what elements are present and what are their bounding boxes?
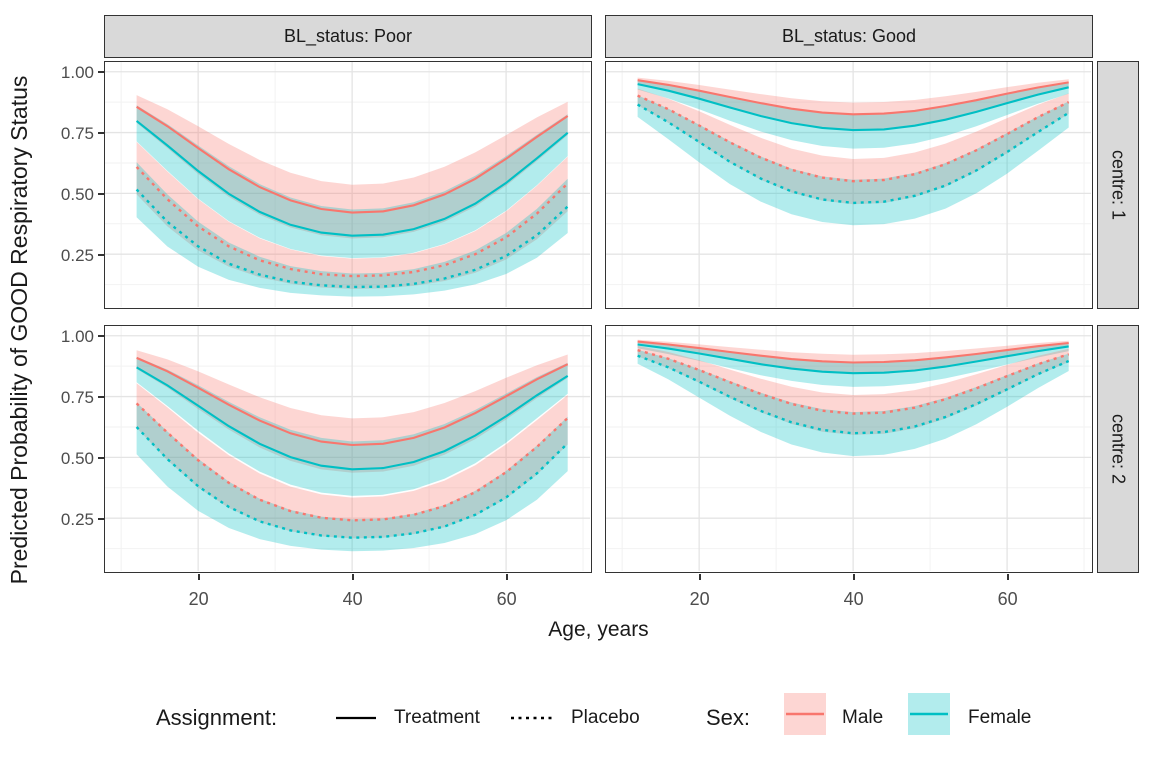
line-female-treatment [135,120,569,237]
line-male-treatment [637,340,1069,364]
panel-good-centre2 [605,325,1093,573]
facet-strip-label: centre: 1 [1108,149,1129,221]
x-tick-label: 60 [496,589,517,609]
confidence-ribbon-male-placebo [136,383,568,539]
x-tick-mark [505,574,508,580]
confidence-ribbon-female-treatment [136,356,568,496]
legend-key-dotted-line [511,716,555,720]
confidence-ribbon-male-placebo [136,141,568,289]
x-axis-title: Age, years [548,618,649,641]
facet-strip-label: centre: 2 [1108,413,1129,485]
legend-label-female: Female [968,707,1032,728]
facet-strip-label: BL_status: Poor [283,26,413,46]
y-tick-mark [98,396,104,399]
line-female-placebo [637,103,1070,205]
y-tick-label: 1.00 [60,63,94,83]
y-tick-mark [98,132,104,135]
line-female-placebo [135,426,569,539]
confidence-ribbon-male-treatment [637,339,1069,373]
x-tick-mark [698,574,701,580]
confidence-ribbon-female-placebo [136,402,568,552]
y-tick-mark [98,192,104,195]
confidence-ribbon-male-placebo [637,345,1069,435]
line-male-placebo [637,348,1070,415]
confidence-ribbon-female-treatment [637,80,1069,149]
line-male-placebo [637,94,1070,183]
line-female-placebo [135,188,569,289]
facet-strip-centre-1: centre: 1 [1097,61,1139,309]
line-male-treatment [637,79,1069,116]
y-tick-label: 1.00 [60,327,94,347]
x-tick-label: 60 [997,589,1018,609]
y-tick-label: 0.75 [60,388,94,408]
y-tick-label: 0.75 [60,124,94,144]
line-male-treatment [136,356,569,447]
y-tick-label: 0.50 [60,448,94,468]
legend-assignment-title: Assignment: [156,705,278,730]
line-male-treatment [136,105,569,214]
panel-good-centre1 [605,61,1093,309]
legend-key-female-swatch [908,693,950,735]
legend-key-solid-line [336,716,376,720]
line-female-treatment [637,343,1069,375]
y-tick-label: 0.50 [60,184,94,204]
x-tick-mark [351,574,354,580]
y-tick-label: 0.25 [60,245,94,265]
x-tick-mark [197,574,200,580]
panel-poor-centre1 [104,61,592,309]
y-tick-mark [98,253,104,256]
legend-label-treatment: Treatment [394,707,480,728]
line-female-treatment [136,366,569,471]
line-male-placebo [135,166,569,278]
facet-strip-label: BL_status: Good [781,26,917,46]
confidence-ribbon-female-placebo [136,162,568,297]
x-tick-label: 40 [342,589,363,609]
facet-strip-bl-status-good: BL_status: Good [605,15,1093,58]
panel-poor-centre2 [104,325,592,573]
y-tick-mark [98,456,104,459]
confidence-ribbon-female-placebo [637,95,1069,226]
facet-strip-bl-status-poor: BL_status: Poor [104,15,592,58]
confidence-ribbon-male-placebo [637,88,1069,205]
legend-label-placebo: Placebo [571,707,640,728]
confidence-ribbon-male-treatment [637,77,1069,130]
x-tick-label: 20 [188,589,209,609]
line-female-treatment [637,83,1069,132]
y-tick-mark [98,71,104,74]
confidence-ribbon-female-treatment [136,105,568,259]
facet-strip-centre-2: centre: 2 [1097,325,1139,573]
legend-sex-title: Sex: [706,705,751,730]
x-tick-mark [852,574,855,580]
y-tick-label: 0.25 [60,509,94,529]
x-tick-label: 40 [843,589,864,609]
x-tick-mark [1006,574,1009,580]
x-tick-label: 20 [689,589,710,609]
legend-label-male: Male [842,707,884,728]
confidence-ribbon-female-treatment [637,341,1069,387]
legend-key-male-swatch [784,693,826,735]
y-tick-mark [98,517,104,520]
confidence-ribbon-female-placebo [637,349,1069,457]
y-tick-mark [98,335,104,338]
